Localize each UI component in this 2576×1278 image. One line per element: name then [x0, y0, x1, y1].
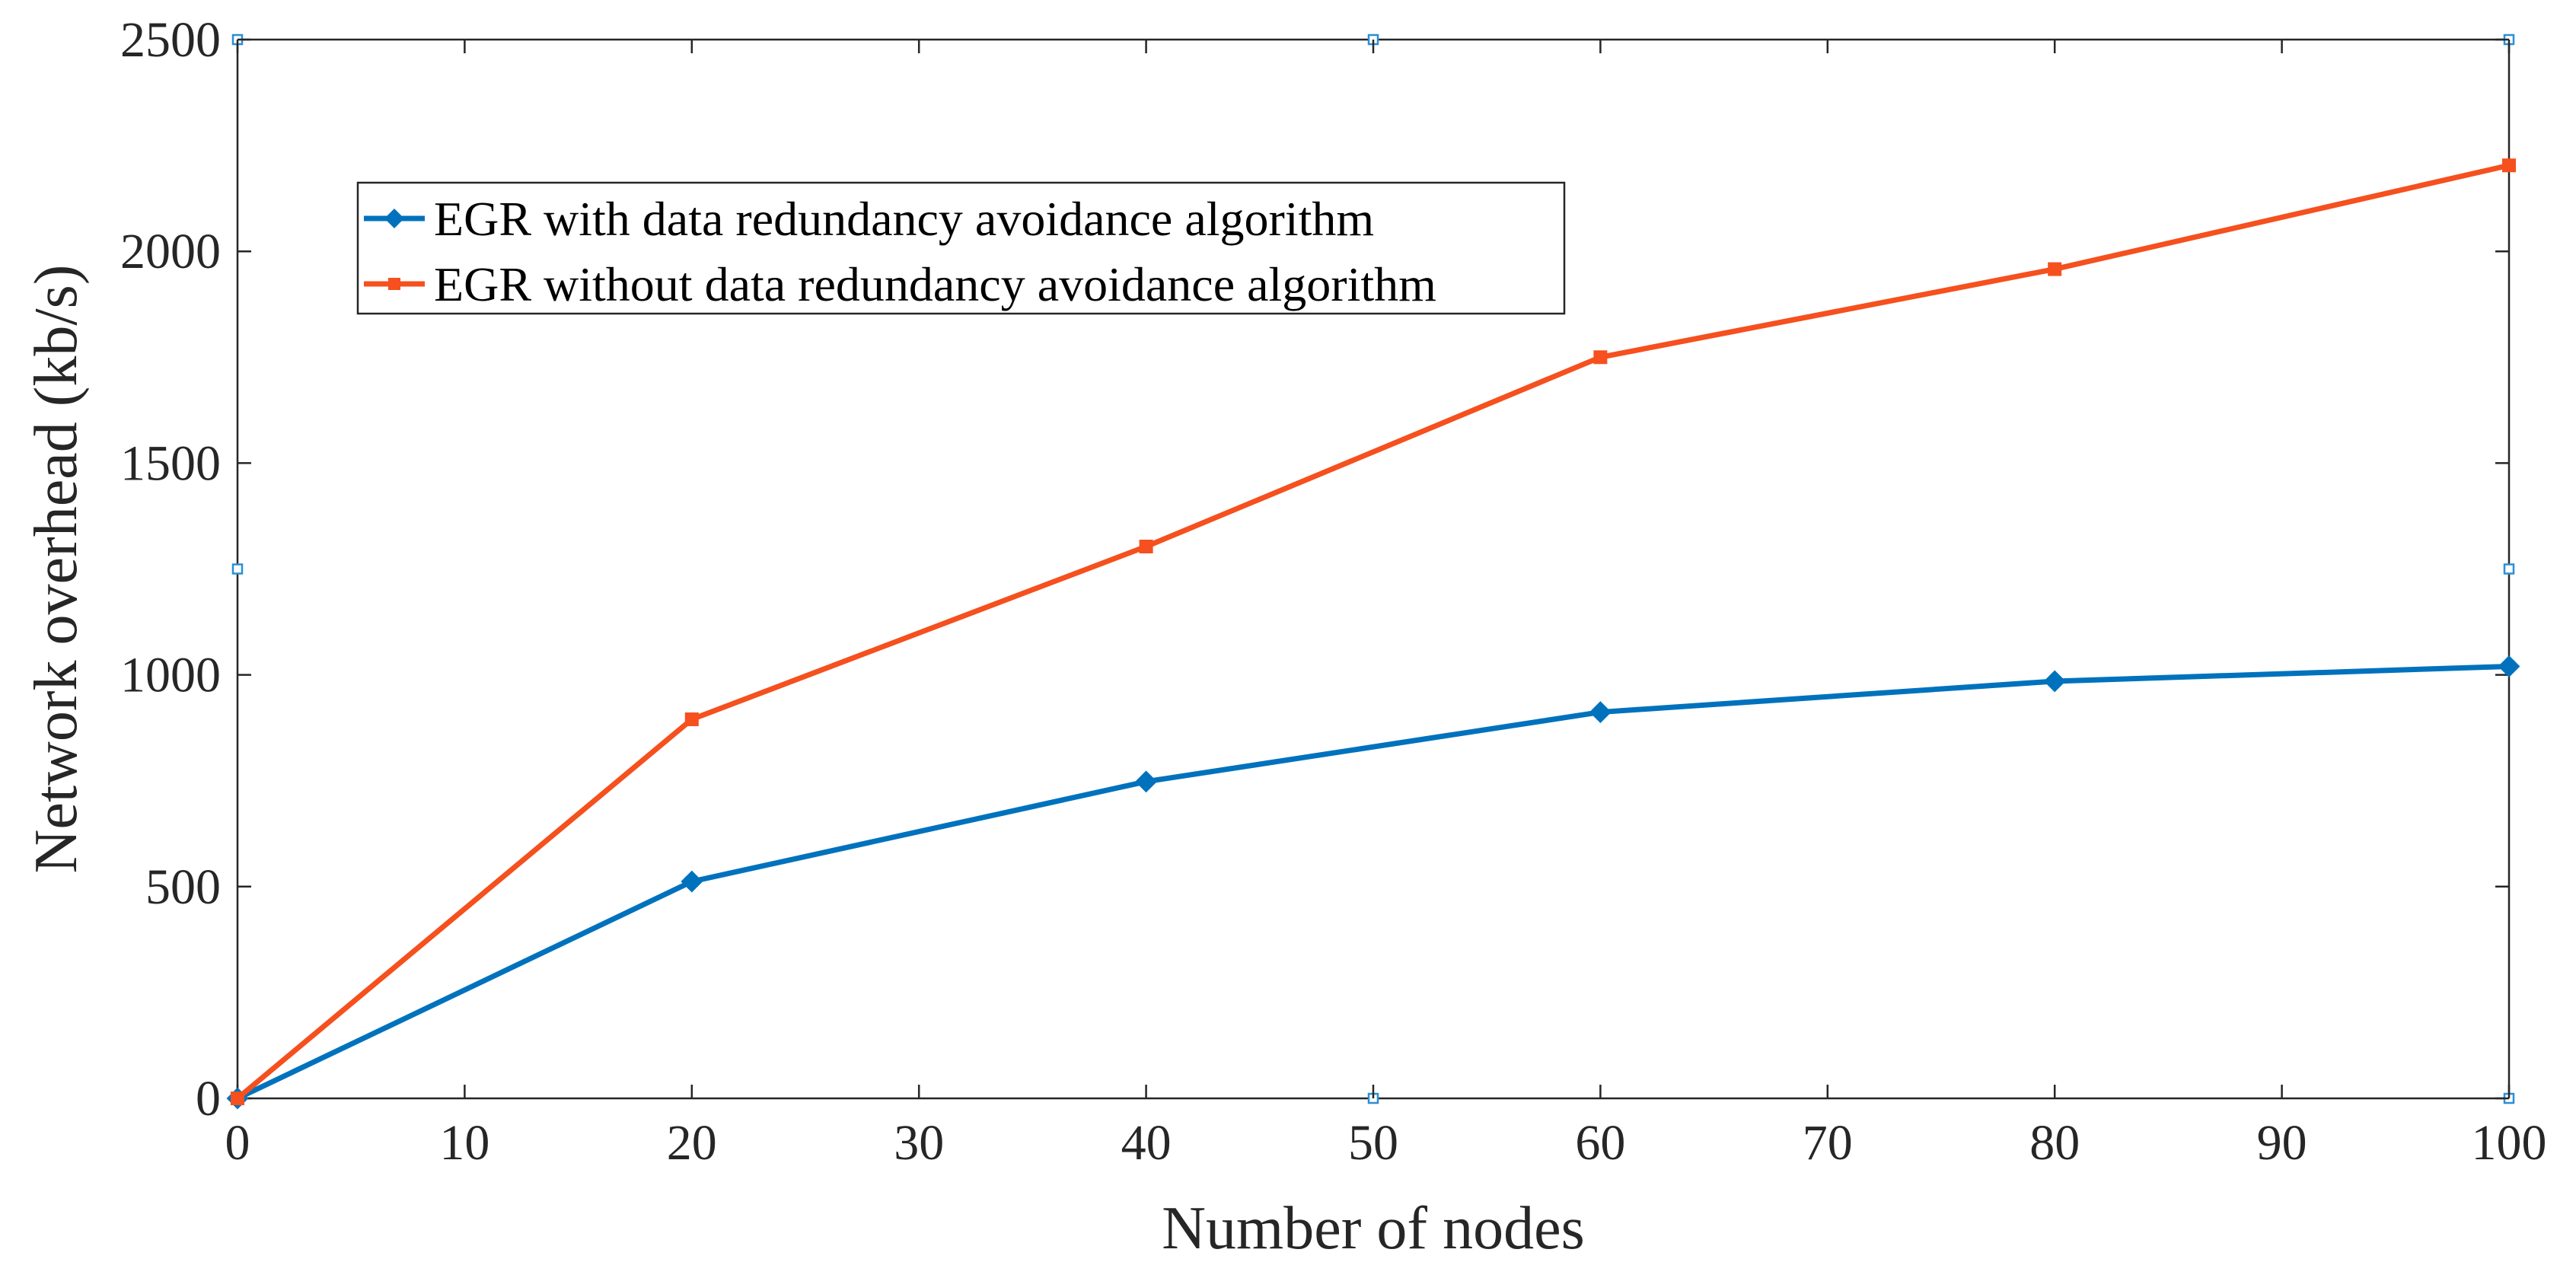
y-tick-label: 1500 — [120, 435, 221, 491]
x-tick-label: 80 — [2029, 1115, 2080, 1171]
y-tick-label: 500 — [145, 859, 221, 915]
legend-label: EGR with data redundancy avoidance algor… — [434, 192, 1374, 246]
x-tick-label: 90 — [2257, 1115, 2307, 1171]
legend-item-2: EGR without data redundancy avoidance al… — [364, 257, 1436, 311]
plot-handle — [231, 563, 244, 575]
series-1 — [226, 655, 2520, 1110]
y-tick-label: 2000 — [120, 224, 221, 279]
data-point — [684, 712, 699, 727]
y-tick-label: 1000 — [120, 648, 221, 703]
y-tick-label: 2500 — [120, 12, 221, 68]
series-line — [235, 162, 2510, 1101]
legend-marker — [384, 209, 404, 228]
data-point — [681, 870, 703, 893]
data-point — [1135, 770, 1158, 793]
data-point — [2048, 262, 2062, 276]
data-point — [1139, 540, 1153, 554]
x-tick-label: 0 — [225, 1115, 250, 1171]
data-point — [231, 1092, 244, 1105]
legend-marker — [388, 278, 400, 290]
data-point — [2498, 655, 2520, 677]
series-2 — [231, 158, 2516, 1105]
legend-label: EGR without data redundancy avoidance al… — [434, 257, 1436, 311]
plot-handle — [2503, 563, 2515, 575]
y-tick-label: 0 — [196, 1071, 221, 1127]
data-point — [1593, 350, 1608, 365]
data-point — [2502, 158, 2516, 173]
x-tick-label: 40 — [1121, 1115, 1172, 1171]
y-axis-title: Network overhead (kb/s) — [23, 265, 90, 874]
x-axis-title: Number of nodes — [1162, 1195, 1584, 1262]
legend: EGR with data redundancy avoidance algor… — [356, 181, 1566, 315]
legend-item-1: EGR with data redundancy avoidance algor… — [364, 192, 1374, 246]
x-tick-label: 30 — [894, 1115, 944, 1171]
x-tick-label: 10 — [439, 1115, 489, 1171]
series — [226, 158, 2520, 1110]
x-tick-label: 100 — [2472, 1115, 2547, 1171]
x-tick-label: 20 — [667, 1115, 717, 1171]
data-point — [2043, 670, 2066, 693]
x-tick-label: 50 — [1348, 1115, 1398, 1171]
data-point — [1589, 701, 1612, 723]
x-tick-label: 70 — [1803, 1115, 1853, 1171]
series-line — [236, 663, 2510, 1101]
legend-box — [356, 181, 1566, 315]
x-tick-label: 60 — [1575, 1115, 1625, 1171]
ticks: 0 10 20 30 40 50 60 70 80 90 100050010001500200025… — [120, 12, 2547, 1171]
